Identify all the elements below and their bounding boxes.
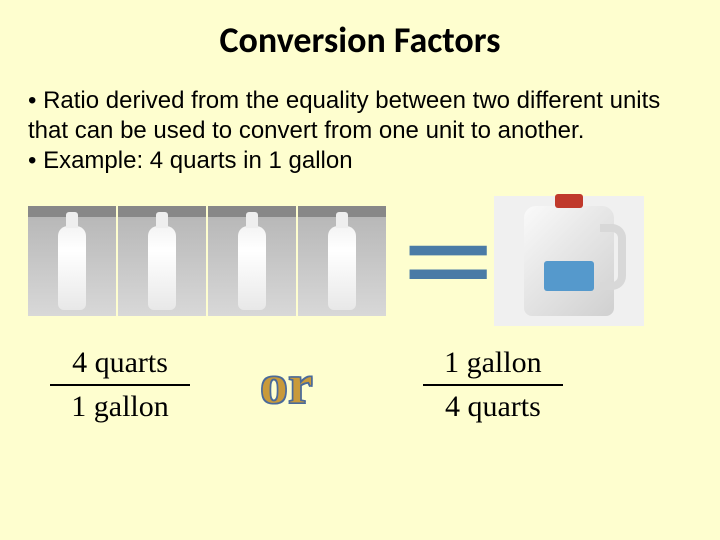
- gallon-jug-icon: [524, 206, 614, 316]
- quart-bottle-icon: [298, 206, 386, 316]
- bullet-definition: • Ratio derived from the equality betwee…: [28, 86, 692, 146]
- fraction-bar-icon: [50, 384, 190, 386]
- quart-bottle-icon: [28, 206, 116, 316]
- fraction-left: 4 quarts 1 gallon: [50, 346, 190, 424]
- visual-equation: =: [0, 176, 720, 326]
- quart-bottles-group: [28, 206, 386, 316]
- quart-bottle-icon: [118, 206, 206, 316]
- fraction-left-numerator: 4 quarts: [72, 346, 168, 380]
- slide-title: Conversion Factors: [0, 0, 720, 62]
- or-text: or: [260, 353, 313, 417]
- fraction-left-denominator: 1 gallon: [71, 390, 169, 424]
- fraction-right-numerator: 1 gallon: [444, 346, 542, 380]
- bullet-list: • Ratio derived from the equality betwee…: [0, 62, 720, 176]
- fraction-row: 4 quarts 1 gallon or 1 gallon 4 quarts: [0, 326, 720, 424]
- equals-sign: =: [403, 230, 493, 292]
- quart-bottle-icon: [208, 206, 296, 316]
- bullet-example: • Example: 4 quarts in 1 gallon: [28, 146, 692, 176]
- fraction-right: 1 gallon 4 quarts: [423, 346, 563, 424]
- gallon-label-icon: [544, 261, 594, 291]
- gallon-container: [494, 196, 644, 326]
- fraction-right-denominator: 4 quarts: [445, 390, 541, 424]
- fraction-bar-icon: [423, 384, 563, 386]
